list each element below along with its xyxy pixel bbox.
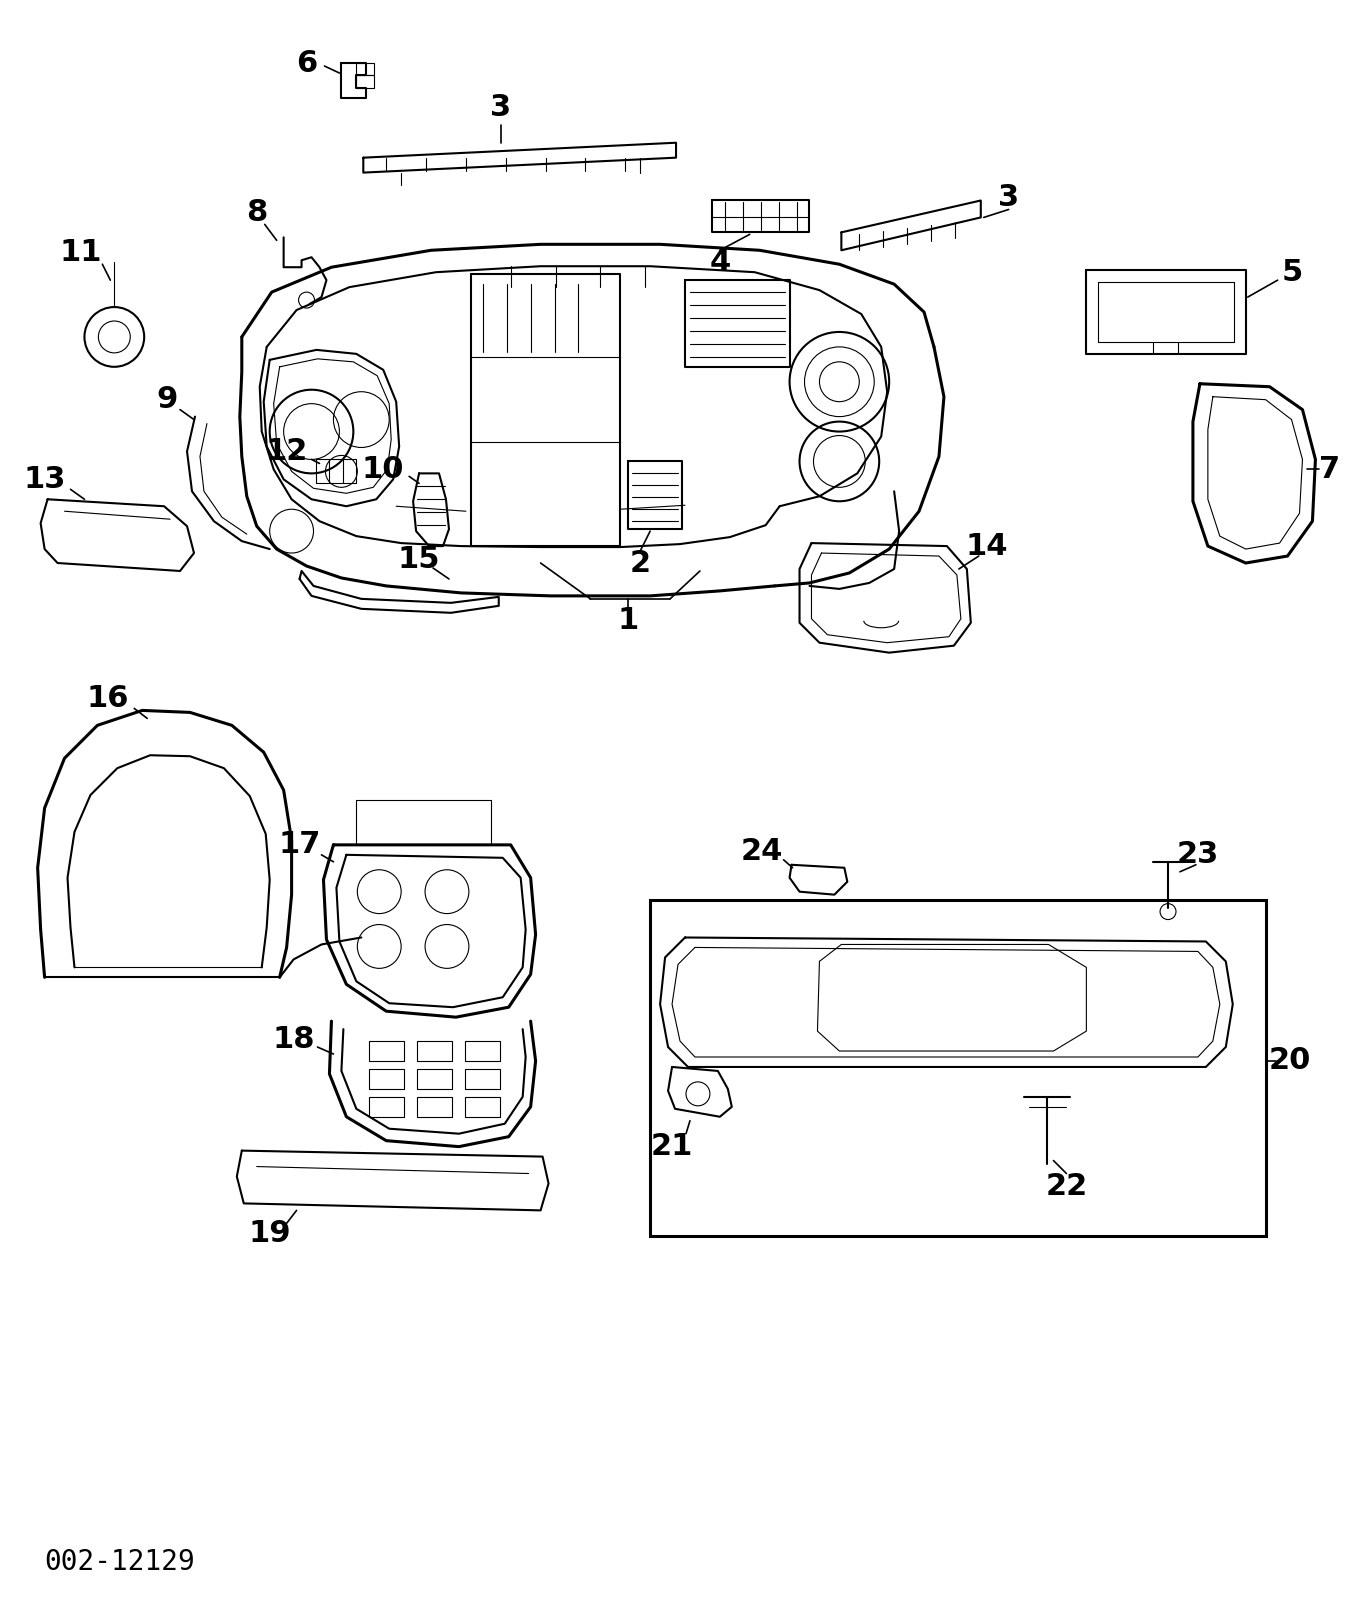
Text: 12: 12 [266, 437, 308, 466]
Text: 9: 9 [156, 385, 178, 414]
Text: 3: 3 [998, 183, 1020, 213]
Text: 18: 18 [272, 1024, 315, 1053]
Bar [465, 1097, 500, 1117]
Text: 8: 8 [246, 198, 267, 227]
Text: 16: 16 [86, 683, 129, 712]
Text: 13: 13 [23, 464, 66, 493]
Text: 002-12129: 002-12129 [45, 1548, 196, 1576]
Text: 19: 19 [248, 1219, 292, 1248]
Text: 3: 3 [490, 94, 511, 122]
Bar [370, 1070, 404, 1089]
Text: 17: 17 [278, 831, 320, 859]
Bar [465, 1070, 500, 1089]
Text: 11: 11 [59, 239, 101, 266]
Bar [418, 1040, 452, 1061]
Text: 14: 14 [965, 532, 1008, 560]
Text: 2: 2 [630, 549, 650, 578]
Text: 24: 24 [741, 837, 783, 867]
Text: 20: 20 [1268, 1047, 1310, 1076]
Text: 6: 6 [296, 49, 318, 78]
Text: 21: 21 [650, 1133, 693, 1160]
Text: 23: 23 [1177, 841, 1218, 870]
Text: 4: 4 [709, 248, 731, 278]
Bar [370, 1097, 404, 1117]
Text: 22: 22 [1046, 1172, 1087, 1201]
Text: 1: 1 [617, 607, 639, 635]
Bar [650, 899, 1265, 1237]
Bar [356, 75, 374, 88]
Text: 7: 7 [1318, 454, 1340, 484]
Text: 10: 10 [361, 454, 404, 484]
Text: 15: 15 [398, 545, 441, 573]
Bar [356, 63, 374, 75]
Bar [465, 1040, 500, 1061]
Text: 5: 5 [1281, 258, 1303, 287]
Bar [418, 1097, 452, 1117]
Bar [418, 1070, 452, 1089]
Bar [370, 1040, 404, 1061]
